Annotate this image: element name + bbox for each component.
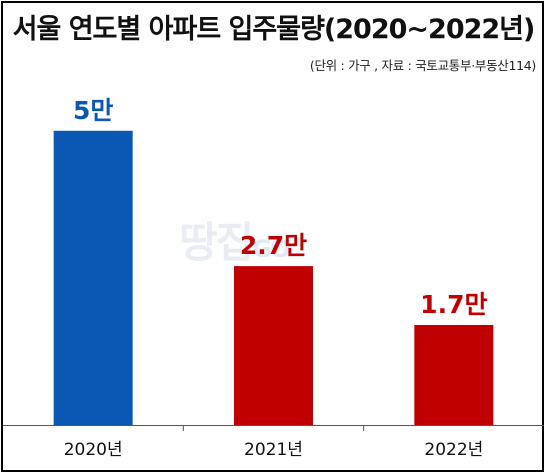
source-note: (단위 : 가구 , 자료 : 국토교통부·부동산114) (309, 58, 536, 73)
bar-2 (234, 266, 313, 425)
watermark-logo: 땅집GO (179, 209, 290, 270)
bar-value-label-2: 2.7만 (240, 231, 307, 260)
bar-chart: 5만 2020년 2.7만 2021년 1.7만 2022년 (3, 96, 544, 460)
bar-value-label-3: 1.7만 (420, 290, 487, 319)
bar-1 (53, 130, 133, 425)
bar-value-label-1: 5만 (73, 96, 113, 125)
category-label-3: 2022년 (424, 440, 483, 460)
chart-title: 서울 연도별 아파트 입주물량(2020~2022년) (12, 14, 536, 45)
category-label-1: 2020년 (64, 440, 123, 460)
watermark-suffix: GO (252, 235, 290, 263)
bar-3 (414, 324, 494, 425)
category-label-2: 2021년 (244, 440, 303, 460)
watermark-text: 땅집 (179, 218, 254, 267)
